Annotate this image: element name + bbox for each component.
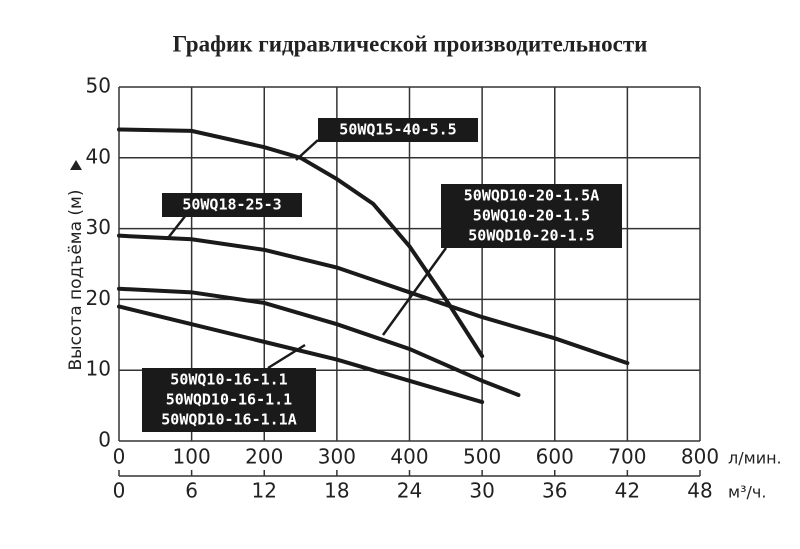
x-tick-label: 600	[536, 445, 574, 469]
y-axis-label: Высота подъёма (м)	[66, 189, 86, 370]
annotation-text: 50WQ10-16-1.1	[170, 371, 287, 389]
series-line	[117, 304, 485, 405]
annotation-text: 50WQD10-20-1.5A	[464, 187, 599, 205]
x2-tick-label: 0	[113, 479, 126, 503]
y-tick-label: 0	[98, 428, 111, 452]
y-tick-label: 10	[86, 357, 111, 381]
x2-tick-label: 36	[542, 479, 567, 503]
x2-axis-unit: м³/ч.	[728, 483, 766, 502]
annotation-box	[142, 368, 316, 432]
annotation-leader	[167, 214, 187, 239]
annotation-box	[441, 184, 622, 248]
annotation-text: 50WQD10-16-1.1	[166, 391, 292, 409]
annotation-leader	[295, 139, 319, 161]
x2-tick-label: 48	[687, 479, 712, 503]
annotation-box	[162, 193, 302, 217]
x-tick-label: 0	[113, 445, 126, 469]
annotation-text: 50WQD10-16-1.1A	[161, 411, 296, 429]
x-tick-label: 500	[463, 445, 501, 469]
annotation-text: 50WQ10-20-1.5	[473, 207, 590, 225]
y-tick-label: 20	[86, 286, 111, 310]
x2-tick-label: 12	[252, 479, 277, 503]
annotation-leader	[381, 247, 448, 336]
x2-tick-label: 30	[469, 479, 494, 503]
annotation-box	[318, 118, 478, 142]
annotation-text: 50WQ18-25-3	[182, 196, 281, 214]
annotation-text: 50WQD10-20-1.5	[468, 227, 594, 245]
x-tick-label: 800	[681, 445, 719, 469]
y-tick-label: 40	[86, 144, 111, 168]
x-tick-label: 100	[173, 445, 211, 469]
annotation-leader	[267, 343, 306, 370]
x-tick-label: 300	[318, 445, 356, 469]
series-line	[117, 127, 485, 359]
x2-tick-label: 24	[397, 479, 422, 503]
series-line	[117, 233, 630, 366]
x2-tick-label: 42	[615, 479, 640, 503]
x-tick-label: 700	[608, 445, 646, 469]
x-tick-label: 200	[245, 445, 283, 469]
series-line	[117, 286, 521, 397]
chart-title: График гидравлической производительности	[173, 31, 648, 56]
x-axis-unit: л/мин.	[728, 449, 782, 468]
x2-tick-label: 6	[185, 479, 198, 503]
y-tick-label: 30	[86, 215, 111, 239]
x2-tick-label: 18	[324, 479, 349, 503]
y-tick-label: 50	[86, 74, 111, 98]
y-axis-arrow	[70, 160, 82, 170]
annotation-text: 50WQ15-40-5.5	[339, 121, 456, 139]
x-tick-label: 400	[390, 445, 428, 469]
